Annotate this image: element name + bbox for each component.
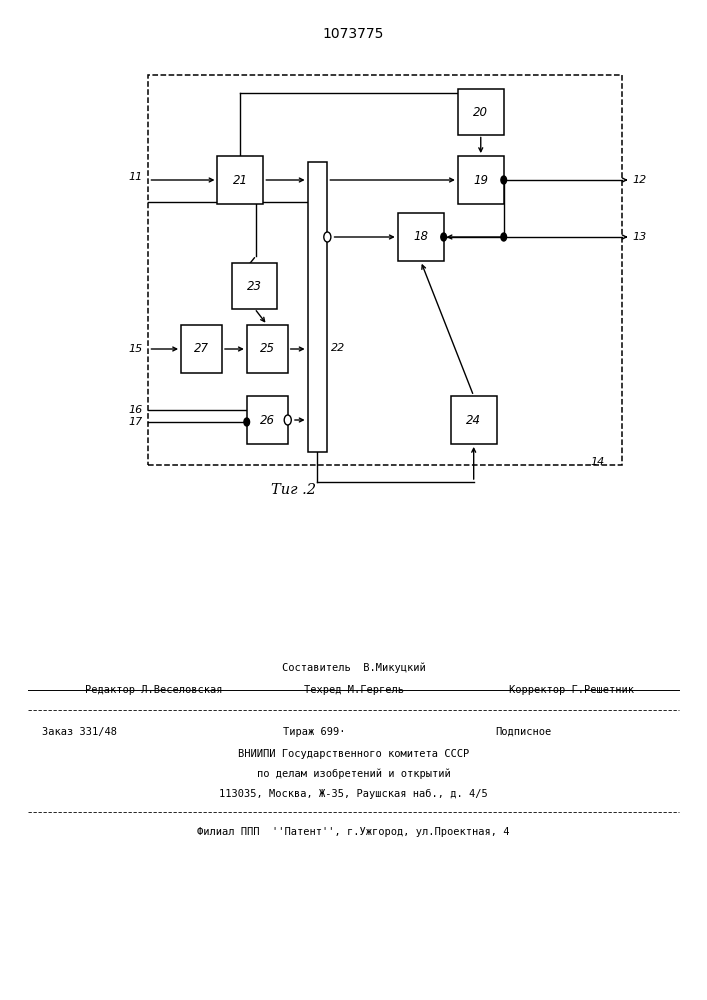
Bar	[218, 156, 264, 204]
Text: Корректор Г.Решетник: Корректор Г.Решетник	[509, 685, 634, 695]
Text: 20: 20	[473, 105, 489, 118]
Text: 18: 18	[413, 231, 428, 243]
Bar	[247, 325, 288, 373]
Circle shape	[501, 233, 506, 241]
Text: 22: 22	[331, 343, 345, 353]
Text: 19: 19	[473, 174, 489, 186]
Text: 12: 12	[633, 175, 647, 185]
Text: 15: 15	[129, 344, 143, 354]
Bar	[232, 263, 277, 308]
Text: 21: 21	[233, 174, 248, 186]
Text: по делам изобретений и открытий: по делам изобретений и открытий	[257, 769, 450, 779]
Text: 25: 25	[259, 342, 275, 356]
Text: 1073775: 1073775	[323, 27, 384, 41]
Text: 26: 26	[259, 414, 275, 426]
Bar	[458, 90, 504, 134]
Text: Составитель  В.Микуцкий: Составитель В.Микуцкий	[281, 663, 426, 673]
Bar	[247, 396, 288, 444]
Bar	[148, 75, 622, 465]
Text: 17: 17	[129, 417, 143, 427]
Text: ВНИИПИ Государственного комитета СССР: ВНИИПИ Государственного комитета СССР	[238, 749, 469, 759]
Bar	[397, 213, 444, 261]
Circle shape	[324, 232, 331, 242]
Bar	[451, 396, 497, 444]
Text: Филиал ППП  ''Патент'', г.Ужгород, ул.Проектная, 4: Филиал ППП ''Патент'', г.Ужгород, ул.Про…	[197, 827, 510, 837]
Text: Подписное: Подписное	[495, 727, 551, 737]
Text: 16: 16	[129, 405, 143, 415]
Circle shape	[244, 418, 250, 426]
Circle shape	[284, 415, 291, 425]
Text: 13: 13	[633, 232, 647, 242]
Text: Тираж 699·: Тираж 699·	[283, 727, 345, 737]
Circle shape	[501, 176, 506, 184]
Text: 11: 11	[129, 172, 143, 182]
Bar	[181, 325, 222, 373]
Bar	[458, 156, 504, 204]
Circle shape	[441, 233, 447, 241]
Text: 23: 23	[247, 279, 262, 292]
Text: Редактор Л.Веселовская: Редактор Л.Веселовская	[85, 685, 222, 695]
Bar	[308, 162, 327, 452]
Text: Заказ 331/48: Заказ 331/48	[42, 727, 117, 737]
Text: 27: 27	[194, 342, 209, 356]
Text: 14: 14	[590, 457, 604, 467]
Text: Техред М.Гергель: Техред М.Гергель	[304, 685, 404, 695]
Text: 24: 24	[466, 414, 481, 426]
Text: 113035, Москва, Ж-35, Раушская наб., д. 4/5: 113035, Москва, Ж-35, Раушская наб., д. …	[219, 789, 488, 799]
Text: Τиг .2: Τиг .2	[271, 483, 316, 497]
